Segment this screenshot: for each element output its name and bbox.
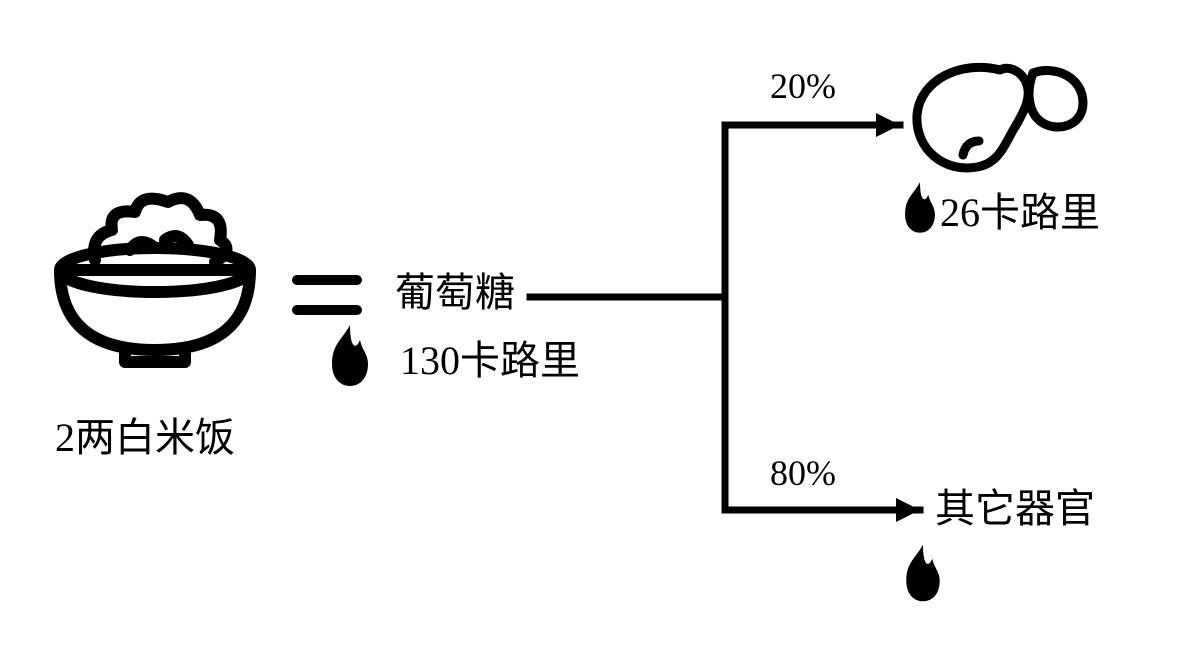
- flame-icon: [895, 178, 945, 236]
- liver-icon: [905, 55, 1095, 185]
- liver-calorie-label: 26卡路里: [940, 180, 1100, 238]
- top-branch-percent: 20%: [770, 65, 836, 107]
- bottom-branch-percent: 80%: [770, 452, 836, 494]
- other-organs-label: 其它器官: [935, 476, 1095, 534]
- diagram-stage: 2两白米饭 葡萄糖 130卡路里 20% 80%: [0, 0, 1184, 646]
- flame-icon: [895, 540, 951, 605]
